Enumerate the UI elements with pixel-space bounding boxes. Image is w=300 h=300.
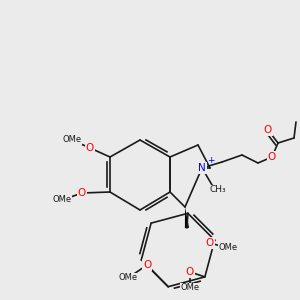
Text: O: O xyxy=(186,267,194,277)
Text: OMe: OMe xyxy=(180,284,200,292)
Text: OMe: OMe xyxy=(52,196,72,205)
Polygon shape xyxy=(185,207,189,228)
Text: O: O xyxy=(264,125,272,135)
Text: OMe: OMe xyxy=(118,274,138,283)
Text: CH₃: CH₃ xyxy=(210,185,226,194)
Text: OMe: OMe xyxy=(62,136,82,145)
Text: OMe: OMe xyxy=(218,244,238,253)
Text: O: O xyxy=(78,188,86,198)
Text: O: O xyxy=(268,152,276,162)
Text: +: + xyxy=(207,156,215,165)
Text: O: O xyxy=(86,143,94,153)
Text: O: O xyxy=(206,238,214,248)
Text: O: O xyxy=(143,260,151,270)
Text: N: N xyxy=(198,163,206,173)
